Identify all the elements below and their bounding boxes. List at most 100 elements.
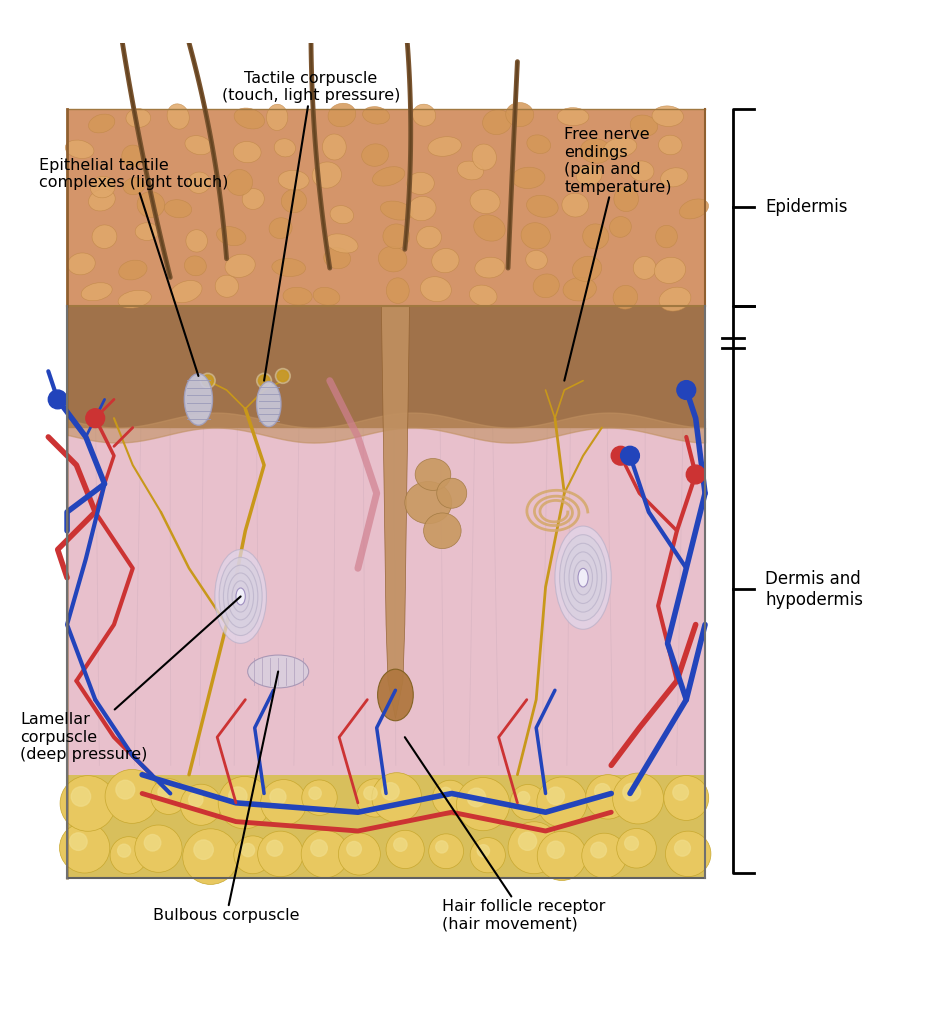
Ellipse shape	[387, 278, 409, 303]
Circle shape	[118, 844, 131, 857]
Circle shape	[356, 779, 394, 817]
Ellipse shape	[219, 557, 263, 636]
Ellipse shape	[361, 143, 389, 166]
Ellipse shape	[659, 287, 691, 311]
Ellipse shape	[579, 569, 588, 587]
Ellipse shape	[362, 106, 390, 124]
Ellipse shape	[563, 278, 597, 301]
Circle shape	[70, 833, 88, 850]
Ellipse shape	[470, 285, 497, 306]
Ellipse shape	[223, 565, 258, 628]
Ellipse shape	[415, 459, 451, 490]
Ellipse shape	[383, 224, 409, 249]
Ellipse shape	[330, 206, 354, 223]
Ellipse shape	[373, 167, 405, 186]
Circle shape	[518, 833, 536, 850]
Circle shape	[364, 786, 377, 800]
Ellipse shape	[313, 288, 340, 305]
Circle shape	[537, 777, 587, 827]
Circle shape	[547, 787, 565, 805]
Ellipse shape	[483, 110, 512, 134]
Ellipse shape	[119, 290, 152, 308]
Circle shape	[686, 465, 705, 484]
Circle shape	[194, 840, 214, 859]
Polygon shape	[67, 305, 705, 428]
Ellipse shape	[68, 253, 95, 274]
Ellipse shape	[560, 535, 607, 621]
Ellipse shape	[236, 589, 245, 604]
Text: Dermis and
hypodermis: Dermis and hypodermis	[765, 570, 863, 609]
Ellipse shape	[432, 249, 459, 272]
Circle shape	[591, 842, 607, 858]
Ellipse shape	[123, 177, 145, 195]
Ellipse shape	[324, 248, 351, 268]
Ellipse shape	[472, 144, 497, 170]
Circle shape	[372, 773, 422, 822]
Circle shape	[158, 785, 170, 799]
Circle shape	[470, 838, 505, 872]
Text: Epithelial tactile
complexes (light touch): Epithelial tactile complexes (light touc…	[39, 158, 229, 376]
Ellipse shape	[679, 199, 709, 219]
Ellipse shape	[323, 134, 346, 160]
Ellipse shape	[659, 135, 682, 155]
Circle shape	[60, 775, 116, 831]
Ellipse shape	[272, 258, 306, 276]
Ellipse shape	[228, 573, 253, 620]
Ellipse shape	[457, 161, 484, 180]
Ellipse shape	[137, 191, 165, 218]
Circle shape	[110, 837, 148, 873]
Ellipse shape	[266, 104, 288, 130]
Ellipse shape	[88, 114, 115, 133]
Ellipse shape	[233, 141, 261, 163]
Ellipse shape	[633, 256, 656, 280]
Ellipse shape	[578, 568, 588, 587]
Ellipse shape	[473, 215, 505, 241]
Text: Tactile corpuscle
(touch, light pressure): Tactile corpuscle (touch, light pressure…	[222, 71, 400, 381]
Ellipse shape	[326, 233, 358, 253]
Circle shape	[339, 834, 380, 876]
Ellipse shape	[88, 189, 115, 211]
Circle shape	[311, 840, 327, 856]
Ellipse shape	[534, 274, 559, 298]
Ellipse shape	[630, 115, 658, 136]
Ellipse shape	[421, 276, 452, 302]
Ellipse shape	[184, 256, 206, 275]
Circle shape	[673, 784, 689, 800]
Polygon shape	[67, 305, 705, 775]
Ellipse shape	[119, 260, 147, 280]
Ellipse shape	[165, 200, 192, 218]
Ellipse shape	[136, 223, 159, 241]
Ellipse shape	[576, 165, 602, 185]
Text: Bulbous corpuscle: Bulbous corpuscle	[153, 672, 300, 923]
Circle shape	[386, 830, 424, 868]
Ellipse shape	[417, 226, 441, 249]
Polygon shape	[381, 305, 409, 719]
Circle shape	[181, 784, 221, 825]
Circle shape	[595, 783, 610, 799]
Ellipse shape	[215, 550, 266, 643]
Ellipse shape	[412, 104, 436, 126]
Circle shape	[151, 778, 186, 814]
Ellipse shape	[216, 226, 246, 246]
Ellipse shape	[423, 513, 461, 549]
Ellipse shape	[225, 254, 255, 278]
Circle shape	[456, 777, 510, 830]
Circle shape	[433, 780, 468, 816]
Circle shape	[59, 822, 110, 873]
Circle shape	[510, 784, 546, 819]
Circle shape	[477, 845, 489, 857]
Circle shape	[116, 780, 135, 799]
Ellipse shape	[527, 135, 550, 154]
Ellipse shape	[187, 172, 211, 194]
Circle shape	[261, 779, 307, 825]
Circle shape	[508, 821, 560, 873]
Circle shape	[233, 836, 272, 873]
Circle shape	[258, 831, 303, 877]
Ellipse shape	[232, 581, 249, 612]
Circle shape	[582, 834, 627, 879]
Ellipse shape	[257, 382, 281, 427]
Circle shape	[663, 775, 709, 820]
Ellipse shape	[269, 218, 292, 239]
Circle shape	[301, 830, 349, 878]
Circle shape	[346, 842, 361, 856]
